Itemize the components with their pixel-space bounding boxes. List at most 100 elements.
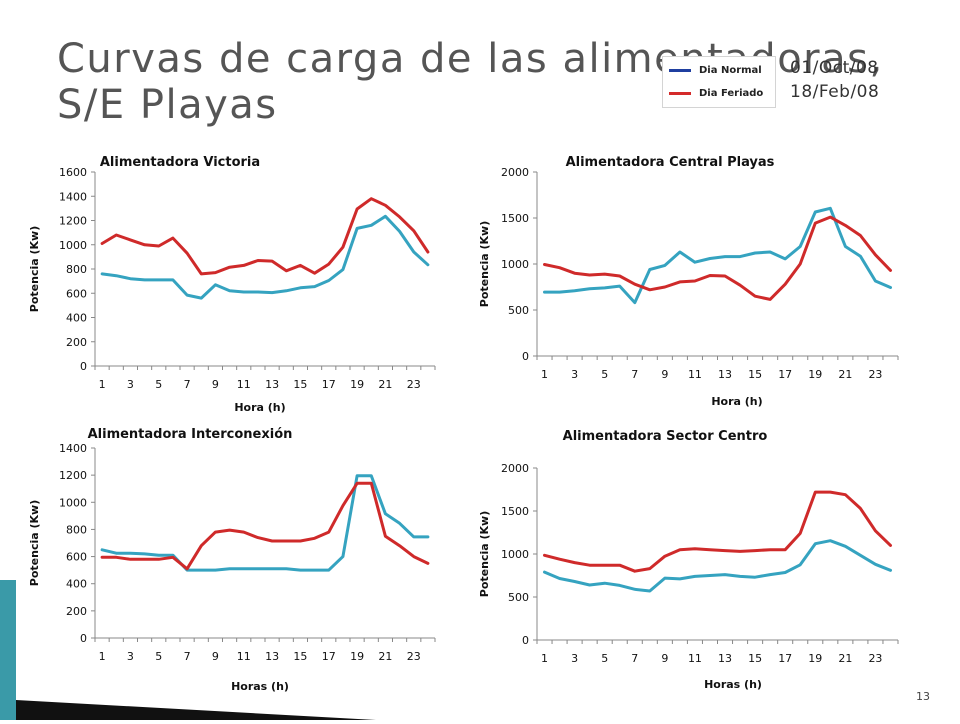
- x-axis-label: Horas (h): [231, 680, 289, 693]
- x-tick-label: 5: [155, 378, 162, 391]
- series-line-normal: [543, 539, 892, 593]
- y-tick-label: 800: [66, 523, 87, 536]
- x-axis-label: Hora (h): [711, 395, 762, 408]
- y-tick-label: 1500: [501, 212, 529, 225]
- x-tick-label: 1: [99, 378, 106, 391]
- x-tick-label: 17: [778, 652, 792, 665]
- y-tick-label: 200: [66, 605, 87, 618]
- y-tick-label: 0: [522, 634, 529, 647]
- chart-title: Alimentadora Sector Centro: [563, 429, 768, 444]
- y-tick-label: 0: [80, 360, 87, 373]
- x-tick-label: 15: [748, 368, 762, 381]
- series-line-holiday: [100, 481, 430, 571]
- x-tick-label: 19: [808, 368, 822, 381]
- y-tick-label: 0: [522, 350, 529, 363]
- x-tick-label: 9: [661, 368, 668, 381]
- x-tick-label: 11: [237, 378, 251, 391]
- y-tick-label: 200: [66, 336, 87, 349]
- x-tick-label: 5: [601, 652, 608, 665]
- x-tick-label: 21: [838, 368, 852, 381]
- chart-title: Alimentadora Victoria: [100, 155, 260, 170]
- x-tick-label: 15: [293, 650, 307, 663]
- series-line-normal: [100, 474, 430, 572]
- y-axis-label: Potencia (Kw): [478, 511, 491, 597]
- x-tick-label: 1: [541, 368, 548, 381]
- y-tick-label: 400: [66, 578, 87, 591]
- legend-label-normal: Dia Normal: [699, 64, 762, 76]
- x-tick-label: 7: [631, 652, 638, 665]
- x-tick-label: 19: [808, 652, 822, 665]
- series-line-normal: [543, 206, 892, 305]
- y-tick-label: 500: [508, 304, 529, 317]
- y-tick-label: 1200: [59, 215, 87, 228]
- x-tick-label: 9: [212, 378, 219, 391]
- chart-interconexion: Alimentadora Interconexión 0 200 400 600 800 1…: [20, 424, 460, 696]
- x-tick-label: 13: [265, 378, 279, 391]
- chart-title: Alimentadora Central Playas: [566, 155, 775, 170]
- x-tick-label: 13: [718, 368, 732, 381]
- y-tick-label: 0: [80, 632, 87, 645]
- y-tick-label: 1200: [59, 469, 87, 482]
- chart-central-playas: Alimentadora Central Playas 0 500 1000 1500 2…: [470, 152, 920, 414]
- legend-label-holiday: Dia Feriado: [699, 87, 764, 99]
- y-tick-label: 2000: [501, 462, 529, 475]
- x-tick-label: 5: [155, 650, 162, 663]
- series-line-normal: [100, 214, 430, 300]
- y-tick-label: 1000: [59, 496, 87, 509]
- x-tick-label: 17: [322, 650, 336, 663]
- x-tick-label: 15: [748, 652, 762, 665]
- y-tick-label: 1000: [501, 258, 529, 271]
- x-tick-label: 17: [322, 378, 336, 391]
- y-tick-label: 800: [66, 263, 87, 276]
- x-tick-label: 3: [127, 650, 134, 663]
- x-tick-label: 9: [661, 652, 668, 665]
- series-line-holiday: [100, 197, 430, 276]
- legend-item-holiday: Dia Feriado: [669, 84, 763, 102]
- x-tick-label: 11: [688, 652, 702, 665]
- y-tick-label: 600: [66, 287, 87, 300]
- x-tick-label: 21: [378, 378, 392, 391]
- chart-title: Alimentadora Interconexión: [88, 427, 293, 442]
- series-line-holiday: [543, 215, 892, 301]
- x-tick-label: 19: [350, 378, 364, 391]
- y-tick-label: 1000: [59, 239, 87, 252]
- y-axis-label: Potencia (Kw): [28, 500, 41, 586]
- chart-sector-centro: Alimentadora Sector Centro 0 500 1000 1500 20…: [470, 424, 920, 696]
- chart-victoria: Alimentadora Victoria 0 200 400 600 800 1000 12…: [20, 152, 460, 420]
- x-tick-label: 11: [688, 368, 702, 381]
- x-tick-label: 3: [127, 378, 134, 391]
- y-tick-label: 1000: [501, 548, 529, 561]
- x-axis-label: Hora (h): [234, 401, 285, 414]
- x-tick-label: 7: [184, 650, 191, 663]
- x-tick-label: 7: [631, 368, 638, 381]
- legend-swatch-normal: [669, 68, 691, 72]
- series-line-holiday: [543, 490, 892, 573]
- x-tick-label: 23: [868, 368, 882, 381]
- x-tick-label: 3: [571, 368, 578, 381]
- x-tick-label: 23: [407, 650, 421, 663]
- x-tick-label: 1: [541, 652, 548, 665]
- y-axis-label: Potencia (Kw): [478, 221, 491, 307]
- x-tick-label: 15: [293, 378, 307, 391]
- y-tick-label: 1400: [59, 190, 87, 203]
- page-number: 13: [916, 690, 930, 703]
- x-tick-label: 23: [407, 378, 421, 391]
- x-tick-label: 19: [350, 650, 364, 663]
- y-axis-label: Potencia (Kw): [28, 226, 41, 312]
- x-tick-label: 3: [571, 652, 578, 665]
- x-tick-label: 21: [838, 652, 852, 665]
- y-tick-label: 1600: [59, 166, 87, 179]
- legend-item-normal: Dia Normal: [669, 61, 762, 79]
- legend-dates: 01/Oct/08 18/Feb/08: [790, 56, 879, 104]
- x-tick-label: 11: [237, 650, 251, 663]
- legend-box: Dia Normal Dia Feriado: [662, 56, 776, 108]
- x-tick-label: 1: [99, 650, 106, 663]
- x-tick-label: 9: [212, 650, 219, 663]
- decorative-bottom-wedge: [16, 700, 376, 720]
- date-normal: 01/Oct/08: [790, 58, 879, 78]
- y-tick-label: 400: [66, 312, 87, 325]
- x-tick-label: 13: [718, 652, 732, 665]
- x-tick-label: 7: [184, 378, 191, 391]
- date-holiday: 18/Feb/08: [790, 82, 880, 102]
- legend-swatch-holiday: [669, 91, 691, 95]
